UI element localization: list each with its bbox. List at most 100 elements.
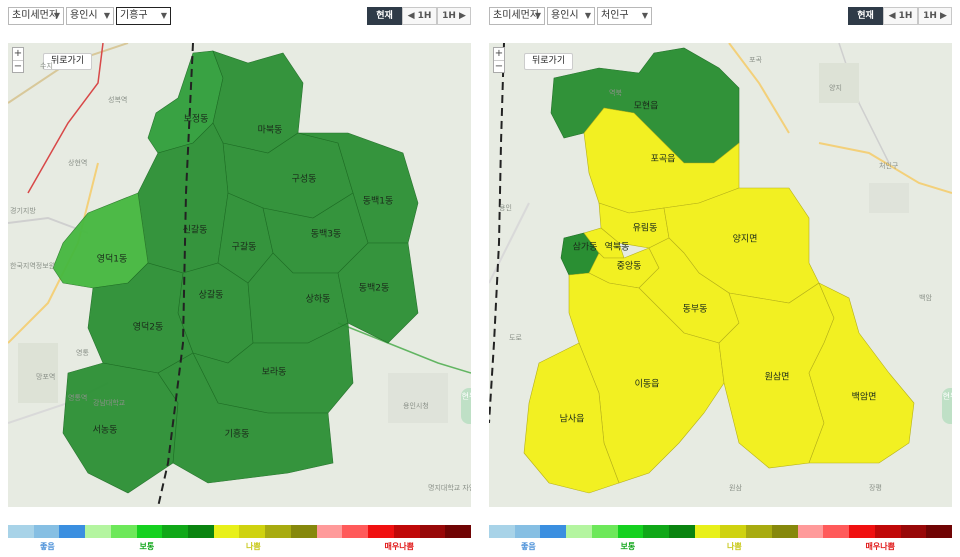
- right-map[interactable]: + − 뒤로가기 현위 포곡 역북 처인구 용인 양지 원삼 백암 장평 도로 …: [489, 43, 952, 507]
- scale-swatch: [8, 525, 34, 538]
- scale-swatch: [445, 525, 471, 538]
- scale-swatch: [926, 525, 952, 538]
- city-select[interactable]: 용인시 ▼: [547, 7, 595, 25]
- district-label: 기흥동: [224, 429, 250, 440]
- scale-swatch: [110, 525, 137, 538]
- zoom-out-button[interactable]: −: [494, 60, 504, 72]
- district-area-yeongdeok2[interactable]: [87, 262, 194, 374]
- scale-label: 매우나쁨: [384, 542, 414, 551]
- scale-swatch: [540, 525, 567, 538]
- pollutant-select-value: 초미세먼지: [12, 10, 58, 21]
- pollutant-select[interactable]: 초미세먼지 ▼: [489, 7, 545, 25]
- scale-swatch: [797, 525, 824, 538]
- chevron-down-icon: ▼: [534, 11, 541, 20]
- district-label: 포곡읍: [650, 154, 676, 165]
- color-scale-bar: [489, 525, 952, 538]
- chevron-down-icon: ▼: [641, 11, 648, 20]
- scale-swatch: [136, 525, 163, 538]
- right-controls: 초미세먼지 ▼ 용인시 ▼ 처인구 ▼ 현재 ◀ 1H 1H ▶: [489, 7, 952, 25]
- now-button[interactable]: 현재: [367, 7, 402, 25]
- district-label: 마북동: [257, 125, 283, 136]
- color-scale-labels: 좋음 보통 나쁨 매우나쁨: [489, 541, 952, 553]
- basemap-label: 경기지방: [10, 207, 36, 215]
- back-button[interactable]: 뒤로가기: [524, 53, 574, 70]
- prev-hour-button[interactable]: ◀ 1H: [883, 7, 918, 25]
- district-area-seonong[interactable]: [62, 362, 179, 494]
- scale-label: 보통: [620, 542, 636, 551]
- scale-swatch: [162, 525, 189, 538]
- district-label: 중앙동: [616, 261, 642, 272]
- zoom-in-button[interactable]: +: [494, 48, 504, 59]
- basemap-label: 상현역: [68, 159, 88, 167]
- basemap-label: 역북: [609, 89, 622, 97]
- scale-label: 좋음: [39, 542, 55, 551]
- right-districts-map: [489, 43, 915, 494]
- scale-swatch: [342, 525, 369, 538]
- scale-swatch: [617, 525, 644, 538]
- scale-swatch: [419, 525, 446, 538]
- basemap-label: 백암: [919, 294, 932, 302]
- next-hour-button[interactable]: 1H ▶: [437, 7, 471, 25]
- scale-swatch: [393, 525, 420, 538]
- pollutant-select[interactable]: 초미세먼지 ▼: [8, 7, 64, 25]
- district-area-namsa[interactable]: [523, 342, 620, 494]
- district-label: 동백3동: [310, 229, 342, 240]
- chevron-down-icon: ▼: [103, 11, 110, 20]
- locate-side-button[interactable]: 현위: [942, 388, 952, 424]
- district-select-value: 처인구: [601, 10, 629, 21]
- chevron-down-icon: ▼: [160, 11, 167, 20]
- district-area-yeongdeok1[interactable]: [52, 192, 149, 289]
- scale-label: 나쁨: [727, 542, 742, 551]
- left-map[interactable]: + − 뒤로가기 현위 수지 성복역 상현역 경기지방 한국지역정보원 영통 망…: [8, 43, 471, 507]
- district-label: 역북동: [604, 242, 630, 253]
- city-select-value: 용인시: [551, 10, 579, 21]
- district-area-baegam[interactable]: [808, 282, 915, 464]
- district-label: 구갈동: [231, 242, 257, 253]
- city-select[interactable]: 용인시 ▼: [66, 7, 114, 25]
- basemap-label: 도로: [509, 334, 522, 342]
- now-button[interactable]: 현재: [848, 7, 883, 25]
- district-area-giheung[interactable]: [157, 352, 334, 484]
- basemap-label: 원삼: [729, 484, 742, 492]
- scale-swatch: [368, 525, 394, 538]
- scale-swatch: [874, 525, 901, 538]
- scale-label: 매우나쁨: [865, 542, 895, 551]
- scale-label: 나쁨: [246, 542, 261, 551]
- back-button[interactable]: 뒤로가기: [43, 53, 93, 70]
- chevron-down-icon: ▼: [53, 11, 60, 20]
- district-label: 구성동: [291, 174, 317, 185]
- district-label: 원삼면: [764, 372, 790, 383]
- locate-side-button[interactable]: 현위: [461, 388, 471, 424]
- basemap-label: 장평: [869, 484, 882, 492]
- basemap-label: 성복역: [108, 96, 128, 104]
- scale-swatch: [694, 525, 721, 538]
- pollutant-select-value: 초미세먼지: [493, 10, 539, 21]
- district-label: 백암면: [851, 392, 877, 403]
- scale-swatch: [239, 525, 266, 538]
- city-select-value: 용인시: [70, 10, 98, 21]
- zoom-out-button[interactable]: −: [13, 60, 23, 72]
- scale-swatch: [900, 525, 927, 538]
- district-select[interactable]: 기흥구 ▼: [116, 7, 171, 25]
- district-select[interactable]: 처인구 ▼: [597, 7, 652, 25]
- basemap-label: 처인구: [879, 162, 899, 170]
- district-area-mabuk[interactable]: [212, 50, 304, 154]
- district-label: 상하동: [305, 294, 331, 305]
- district-select-value: 기흥구: [120, 10, 148, 21]
- zoom-in-button[interactable]: +: [13, 48, 23, 59]
- district-label: 신갈동: [182, 225, 208, 236]
- left-controls: 초미세먼지 ▼ 용인시 ▼ 기흥구 ▼ 현재 ◀ 1H 1H ▶: [8, 7, 471, 25]
- basemap-label: 용인시청: [403, 402, 429, 410]
- basemap-label: 망포역: [36, 373, 56, 381]
- scale-swatch: [643, 525, 670, 538]
- prev-hour-button[interactable]: ◀ 1H: [402, 7, 437, 25]
- left-districts-map: [52, 43, 419, 507]
- district-label: 동부동: [682, 304, 708, 315]
- color-scale-labels: 좋음 보통 나쁨 매우나쁨: [8, 541, 471, 553]
- scale-swatch: [591, 525, 618, 538]
- district-label: 서농동: [92, 425, 118, 436]
- scale-swatch: [823, 525, 850, 538]
- scale-swatch: [213, 525, 240, 538]
- zoom-control: + −: [493, 47, 505, 73]
- next-hour-button[interactable]: 1H ▶: [918, 7, 952, 25]
